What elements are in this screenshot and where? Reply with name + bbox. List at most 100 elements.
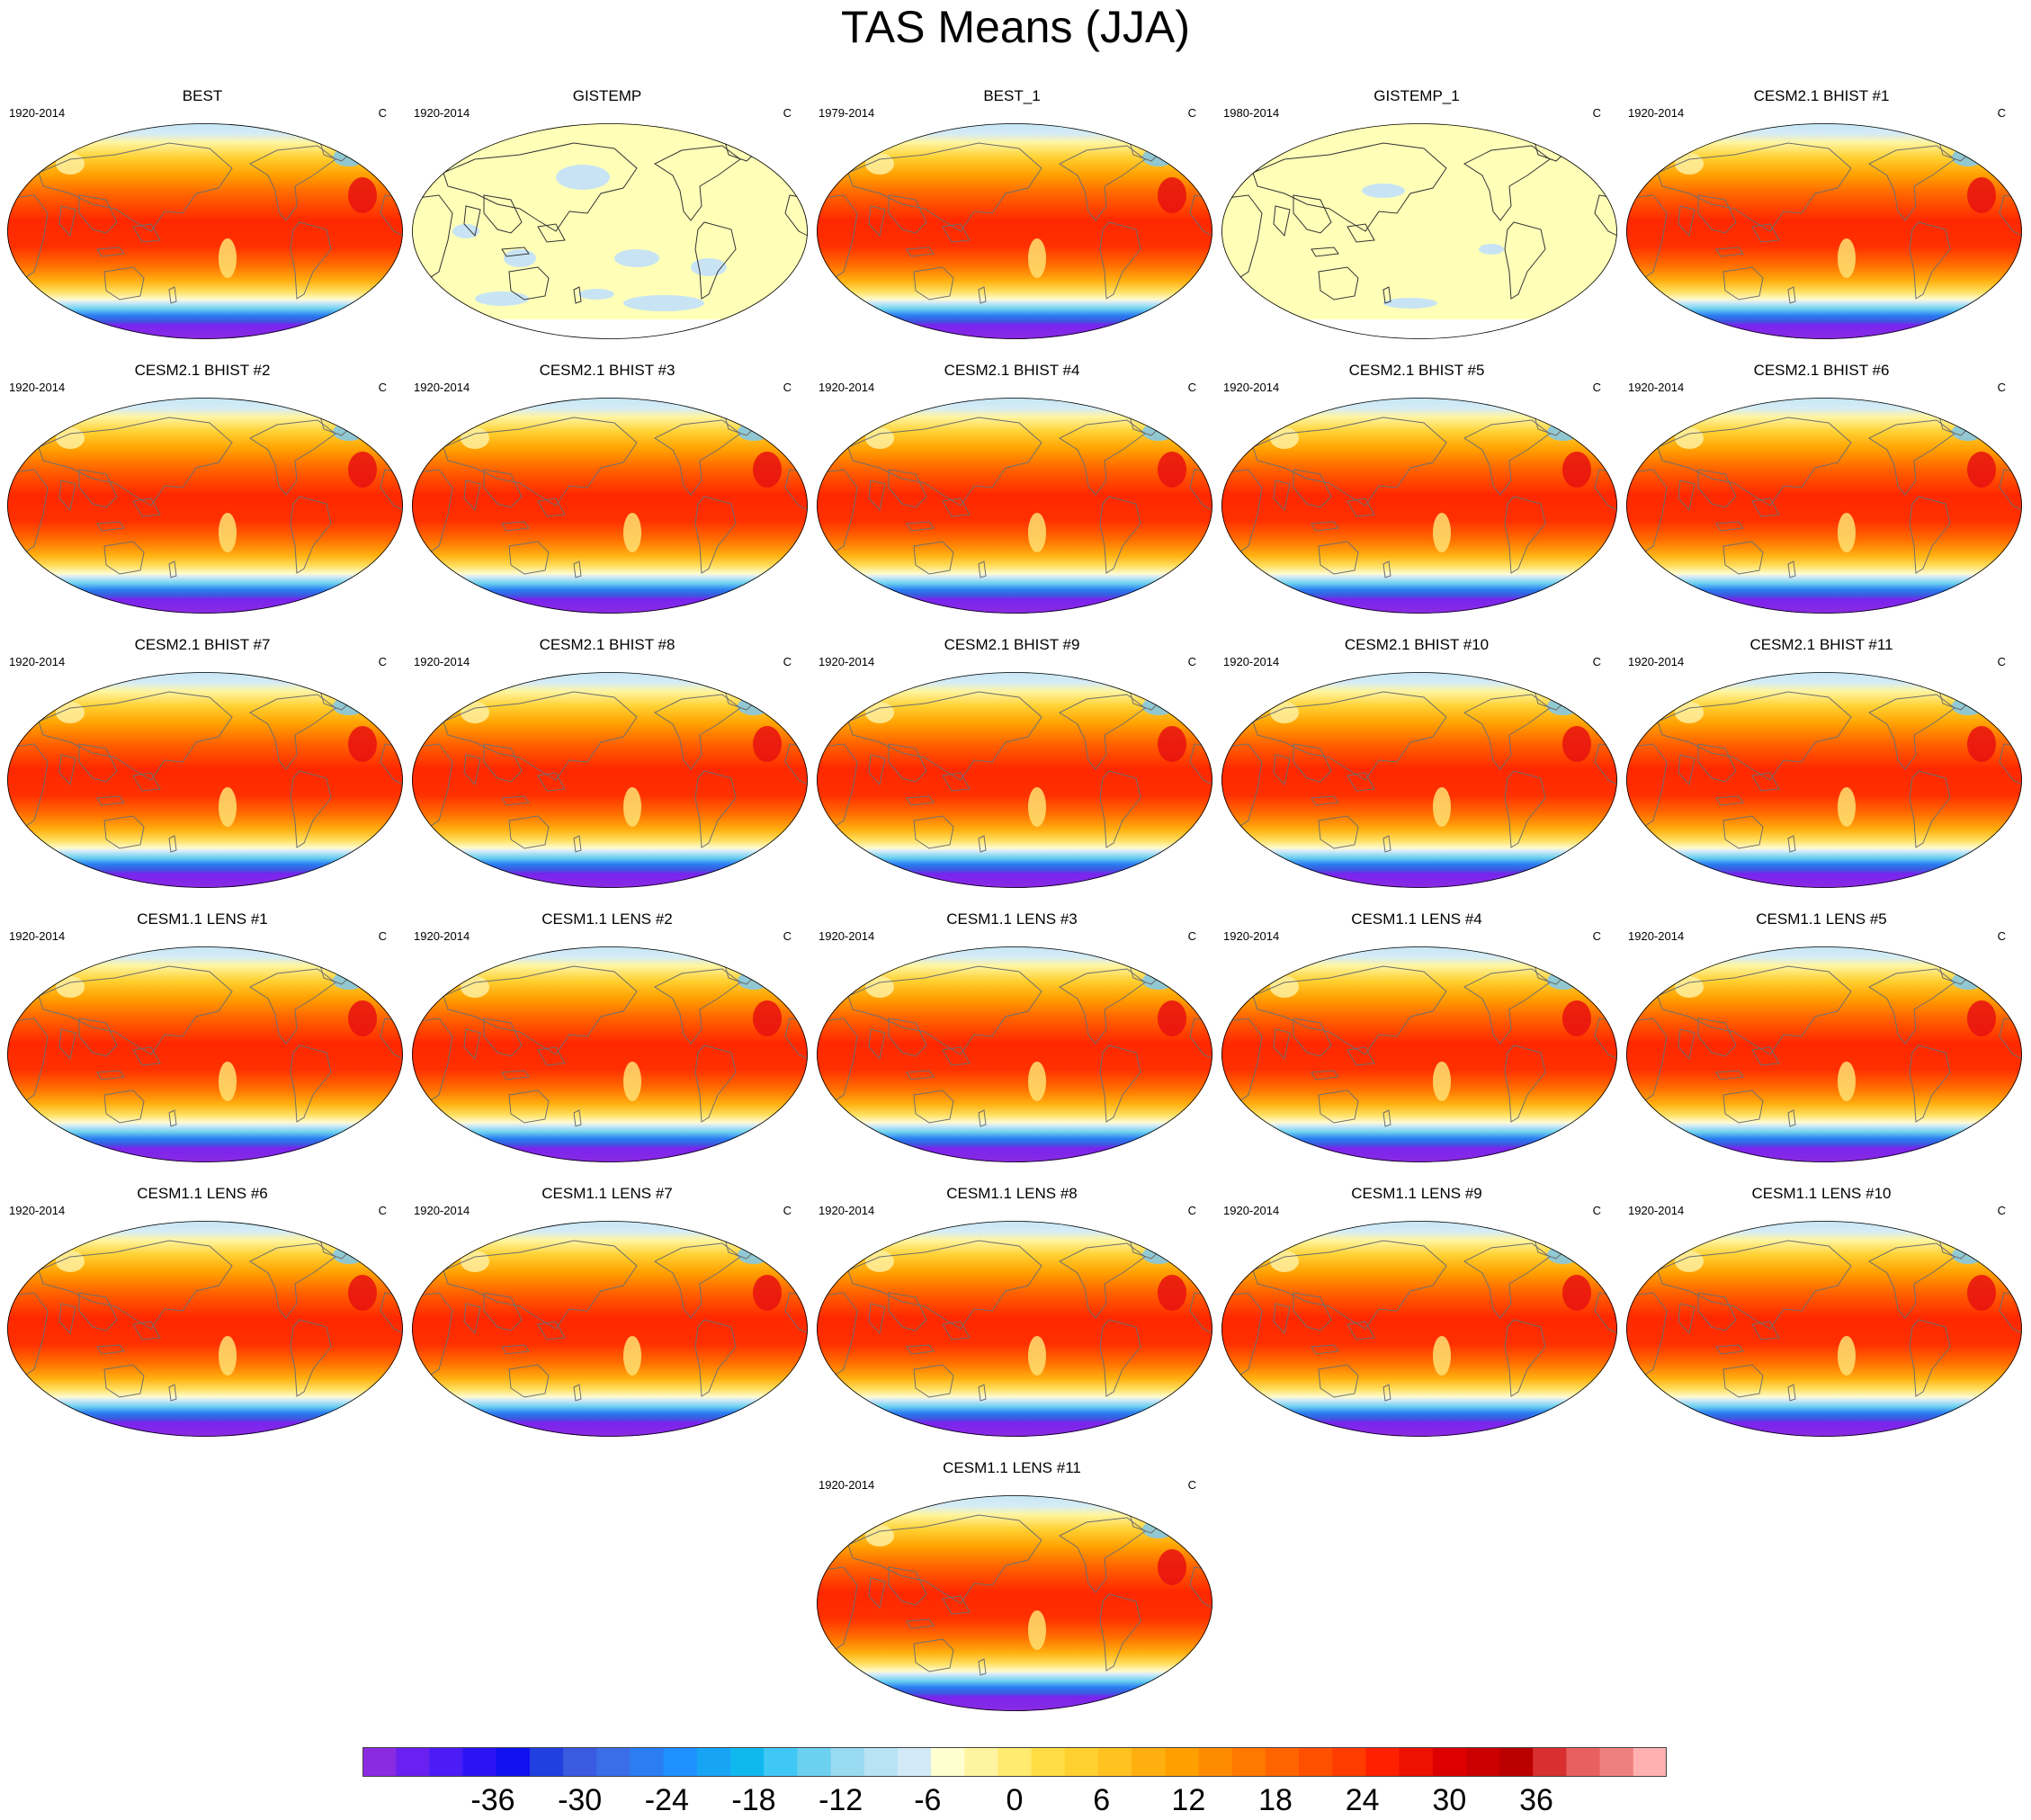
coastline: [913, 1089, 954, 1124]
panel-years: 1920-2014: [414, 1204, 470, 1217]
coastline: [653, 694, 741, 770]
coastline: [1099, 221, 1141, 300]
cool-anomaly-region: [614, 249, 659, 267]
colorbar-swatch: [863, 1747, 899, 1777]
panel-units: C: [783, 929, 792, 943]
hot-spot: [1158, 1275, 1186, 1311]
hot-spot: [1967, 1275, 1996, 1311]
coastline: [1058, 694, 1146, 770]
map-globe: [412, 1221, 808, 1437]
coastline: [942, 772, 971, 792]
coastline: [78, 194, 118, 234]
coastline: [1697, 469, 1737, 508]
andes-cool-band: [1028, 1610, 1046, 1650]
map-globe: [1221, 946, 1617, 1162]
coastline: [380, 194, 403, 241]
coastline: [1252, 691, 1447, 781]
panel-title: CESM2.1 BHIST #6: [1753, 362, 1890, 379]
andes-cool-band: [219, 1062, 237, 1101]
map-panel: CESM2.1 BHIST #3 1920-2014 C: [405, 362, 810, 623]
colorbar-swatch: [1132, 1747, 1166, 1777]
coastline: [103, 1089, 145, 1124]
map-globe: [7, 672, 403, 888]
panel-units: C: [1187, 1478, 1196, 1492]
coastline: [1999, 1018, 2022, 1064]
coastline: [1099, 496, 1141, 574]
coastline: [1347, 772, 1375, 792]
map-border: [1626, 123, 2022, 339]
panel-years: 1920-2014: [1223, 929, 1280, 943]
panel-units: C: [1187, 655, 1196, 668]
coastline: [942, 1595, 971, 1615]
map-globe: [412, 123, 808, 339]
coastline: [694, 1319, 737, 1397]
coastline: [888, 1018, 927, 1057]
coastline: [501, 795, 530, 806]
coastline: [913, 1364, 954, 1398]
coastline: [1273, 1028, 1291, 1061]
map-border: [1221, 1221, 1617, 1437]
panel-units: C: [378, 106, 387, 120]
panel-years: 1920-2014: [1628, 929, 1685, 943]
coastline: [868, 1303, 886, 1335]
andes-cool-band: [1028, 238, 1046, 278]
coastline: [1347, 498, 1375, 517]
panel-units: C: [783, 106, 792, 120]
coastline: [978, 835, 987, 853]
map-border: [817, 398, 1212, 614]
colorbar-swatch: [1566, 1747, 1601, 1777]
panel-years: 1920-2014: [9, 381, 66, 394]
colorbar-swatch: [797, 1747, 832, 1777]
coastline: [1347, 1046, 1375, 1066]
map-border: [1626, 1221, 2022, 1437]
coastline: [501, 1344, 530, 1355]
panel-title: CESM1.1 LENS #2: [541, 910, 673, 928]
coastline: [78, 469, 118, 508]
map-border: [817, 1495, 1212, 1711]
coastline: [906, 1070, 935, 1080]
panel-years: 1920-2014: [1223, 381, 1280, 394]
coastline: [694, 1044, 737, 1123]
coastline: [501, 1070, 530, 1080]
coastline: [412, 743, 453, 830]
coastline: [1867, 145, 1955, 221]
coastline: [168, 835, 177, 853]
coastline: [1252, 1240, 1447, 1330]
coastline: [573, 1109, 582, 1127]
figure-title: TAS Means (JJA): [840, 2, 1191, 52]
coastline: [1722, 1089, 1764, 1124]
coastline: [847, 1514, 1042, 1604]
coastline: [913, 266, 954, 300]
panel-title: CESM1.1 LENS #1: [137, 910, 268, 928]
coastline: [1626, 194, 1668, 282]
map-border: [1626, 398, 2022, 614]
coastline: [537, 223, 566, 243]
coastline: [888, 743, 927, 783]
panel-units: C: [1592, 655, 1601, 668]
panel-years: 1920-2014: [1223, 655, 1280, 668]
coastline: [412, 194, 453, 282]
map-panel: BEST_1 1979-2014 C: [810, 87, 1214, 348]
coastline: [1787, 1109, 1796, 1127]
coastline: [483, 1018, 523, 1057]
hot-spot: [1562, 726, 1591, 762]
coastline: [78, 1018, 118, 1057]
coastline: [1867, 968, 1955, 1044]
panel-years: 1920-2014: [1628, 655, 1685, 668]
coastline: [58, 754, 76, 786]
coastline: [1189, 1292, 1212, 1339]
coastline: [888, 194, 927, 234]
coastline: [412, 1018, 453, 1105]
map-panel: CESM2.1 BHIST #7 1920-2014 C: [0, 636, 405, 897]
panel-title: GISTEMP: [572, 87, 642, 104]
colorbar-swatch: [1265, 1747, 1300, 1777]
coastline: [1318, 1364, 1359, 1398]
coastline: [1504, 496, 1546, 574]
hot-spot: [1562, 1275, 1591, 1311]
colorbar-swatch: [1165, 1747, 1199, 1777]
coastline: [1504, 221, 1546, 300]
panel-units: C: [1187, 929, 1196, 943]
coastline: [1909, 221, 1951, 300]
map-panel: CESM1.1 LENS #4 1920-2014 C: [1214, 910, 1619, 1171]
panel-units: C: [1997, 381, 2006, 394]
